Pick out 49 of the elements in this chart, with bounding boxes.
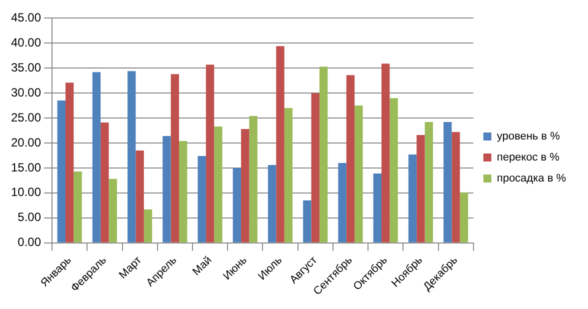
bar [206,64,214,242]
bar [232,168,242,242]
y-tick-label: 15.00 [11,160,42,174]
bar [249,116,258,242]
bar [144,209,152,242]
y-tick-label: 20.00 [11,135,42,150]
bar [198,156,206,242]
legend-label: просадка в % [496,172,566,185]
y-tick-label: 0.00 [18,235,42,250]
bar [276,46,284,242]
bar [128,71,136,242]
y-tick-label: 40.00 [11,35,42,50]
bar [408,154,417,242]
bar [65,82,74,242]
y-tick-label: 10.00 [11,185,42,200]
bar [444,122,452,242]
bar [100,122,109,242]
bar [354,106,363,242]
bar [92,72,101,242]
bar [416,135,425,242]
y-tick-label: 45.00 [11,10,42,25]
bar [170,74,180,242]
bar [284,108,293,242]
bar [108,178,117,242]
bar [346,75,355,242]
bar [57,100,66,242]
bar [452,132,460,242]
bar [136,150,144,242]
y-tick-label: 5.00 [18,210,42,224]
bar [303,200,312,242]
bar [179,140,188,242]
bar [424,122,433,242]
y-tick-label: 25.00 [11,110,42,124]
bar [381,64,390,242]
legend-label: уровень в % [496,130,560,143]
y-tick-label: 30.00 [11,85,42,100]
bar [311,93,320,242]
bar [460,192,468,242]
legend-label: перекос в % [496,152,560,164]
y-tick-label: 35.00 [11,60,42,74]
bar [319,66,328,242]
bar [162,136,171,242]
bar [268,164,276,242]
bar [390,98,398,242]
bar [338,162,346,242]
bar [373,173,382,242]
bar [241,129,250,242]
bar [214,126,222,242]
bar [74,171,82,242]
